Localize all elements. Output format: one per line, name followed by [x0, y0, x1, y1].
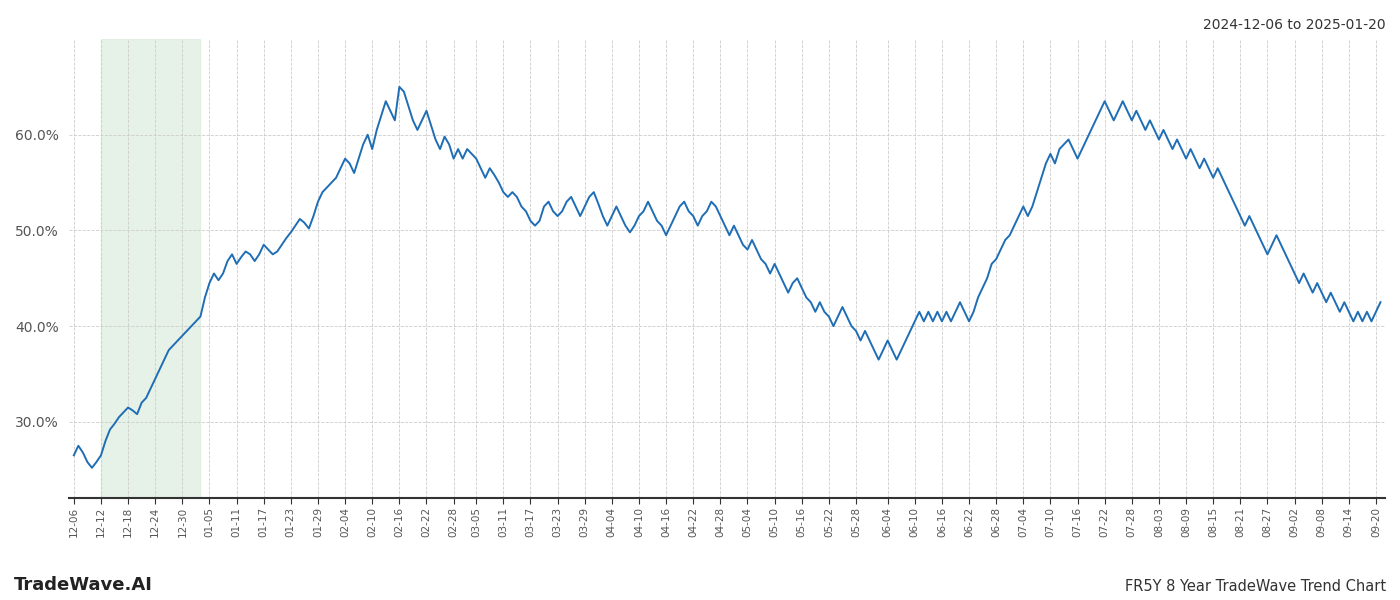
Text: TradeWave.AI: TradeWave.AI [14, 576, 153, 594]
Bar [101, 39, 200, 499]
Text: FR5Y 8 Year TradeWave Trend Chart: FR5Y 8 Year TradeWave Trend Chart [1124, 579, 1386, 594]
Text: 2024-12-06 to 2025-01-20: 2024-12-06 to 2025-01-20 [1204, 18, 1386, 32]
